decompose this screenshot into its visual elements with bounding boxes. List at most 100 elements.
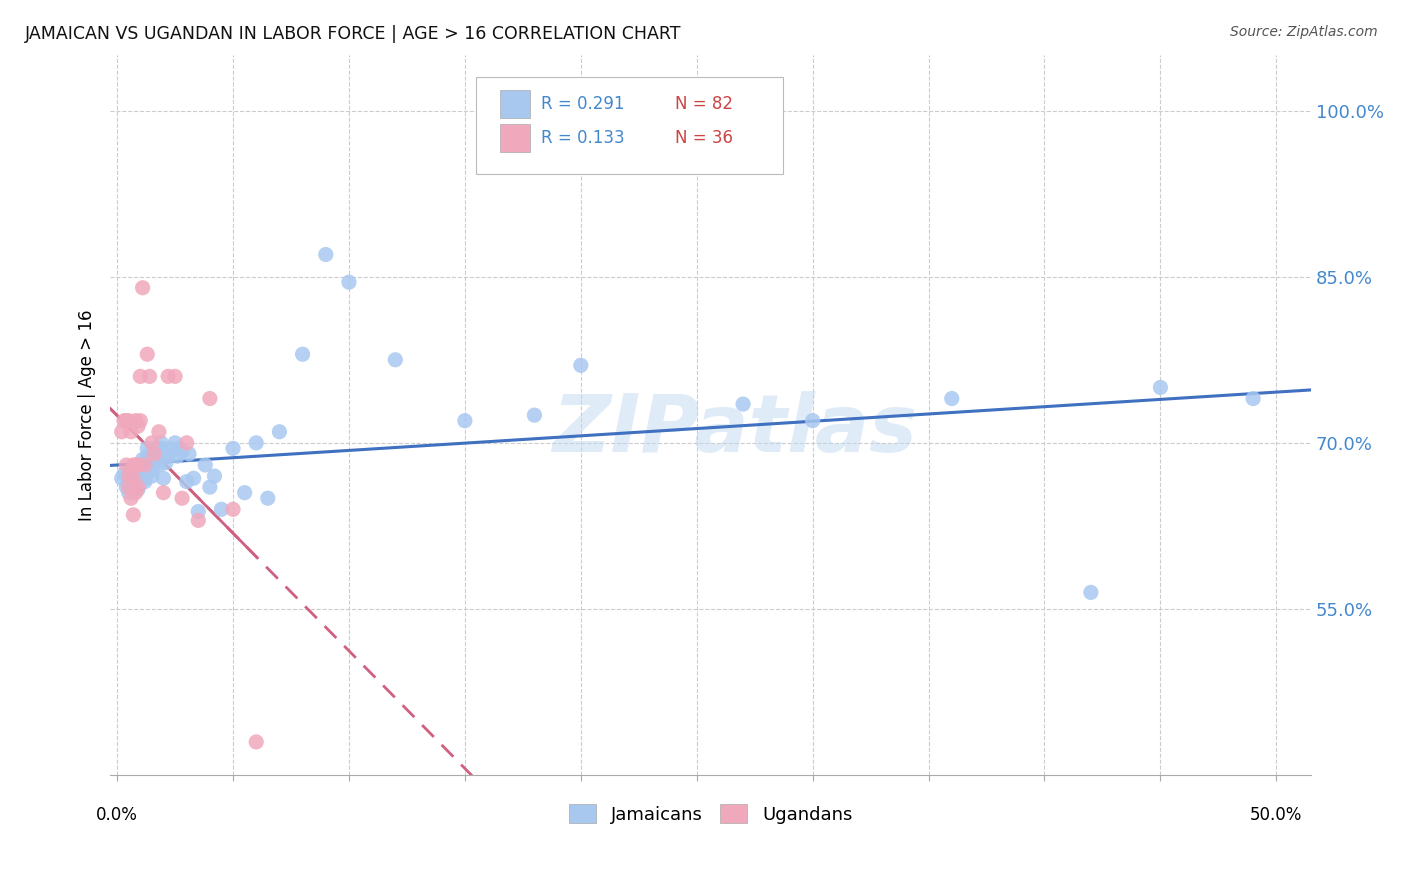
Point <box>129 464 152 478</box>
Point <box>120 469 142 483</box>
Point <box>118 480 141 494</box>
Point <box>111 425 134 439</box>
Point <box>148 449 170 463</box>
Point <box>148 442 170 456</box>
Point <box>112 467 135 481</box>
Point <box>187 504 209 518</box>
Point <box>165 435 187 450</box>
Point <box>222 442 245 456</box>
Point <box>115 458 138 472</box>
Point <box>115 414 138 428</box>
Point <box>122 508 145 522</box>
Point <box>131 281 153 295</box>
Point <box>124 460 146 475</box>
Point <box>256 491 278 506</box>
Point <box>291 347 314 361</box>
Text: 0.0%: 0.0% <box>96 806 138 824</box>
Point <box>148 458 170 472</box>
Point <box>122 480 145 494</box>
Point <box>245 435 267 450</box>
Y-axis label: In Labor Force | Age > 16: In Labor Force | Age > 16 <box>79 310 96 521</box>
Point <box>138 458 160 472</box>
Text: N = 36: N = 36 <box>675 129 733 147</box>
Point <box>136 449 159 463</box>
Point <box>124 458 146 472</box>
Point <box>152 471 174 485</box>
Point <box>129 458 152 472</box>
Point <box>127 419 149 434</box>
Text: N = 82: N = 82 <box>675 95 733 113</box>
Point <box>194 458 217 472</box>
Point <box>124 485 146 500</box>
Point <box>120 425 142 439</box>
Point <box>204 469 226 483</box>
Point <box>127 469 149 483</box>
Point <box>136 442 159 456</box>
Point <box>150 449 173 463</box>
Text: ZIPatlas: ZIPatlas <box>553 391 917 468</box>
Point <box>198 392 221 406</box>
Point <box>141 435 163 450</box>
Point <box>138 369 160 384</box>
Point <box>145 442 167 456</box>
Point <box>129 475 152 489</box>
Point <box>143 456 166 470</box>
FancyBboxPatch shape <box>501 90 530 118</box>
Point <box>1149 380 1171 394</box>
Point <box>138 452 160 467</box>
Point <box>801 414 824 428</box>
Point <box>198 480 221 494</box>
Point <box>155 456 177 470</box>
Point <box>124 471 146 485</box>
Point <box>112 414 135 428</box>
Point <box>169 442 191 456</box>
Point <box>122 471 145 485</box>
Point <box>118 469 141 483</box>
Point <box>159 442 181 456</box>
Point <box>170 444 193 458</box>
Text: Source: ZipAtlas.com: Source: ZipAtlas.com <box>1230 25 1378 39</box>
Point <box>384 352 406 367</box>
Point <box>120 478 142 492</box>
Point <box>176 475 198 489</box>
Point <box>118 471 141 485</box>
Point <box>127 458 149 472</box>
Point <box>166 449 188 463</box>
Point <box>141 469 163 483</box>
Point <box>118 485 141 500</box>
Point <box>183 471 205 485</box>
Point <box>170 491 193 506</box>
Point <box>122 471 145 485</box>
Point <box>118 480 141 494</box>
Text: JAMAICAN VS UGANDAN IN LABOR FORCE | AGE > 16 CORRELATION CHART: JAMAICAN VS UGANDAN IN LABOR FORCE | AGE… <box>25 25 682 43</box>
Point <box>152 485 174 500</box>
Point <box>150 435 173 450</box>
Point <box>131 452 153 467</box>
Point <box>187 513 209 527</box>
Point <box>315 247 337 261</box>
Point <box>134 460 156 475</box>
Point <box>209 502 232 516</box>
Point <box>454 414 477 428</box>
Text: 50.0%: 50.0% <box>1250 806 1302 824</box>
Point <box>269 425 291 439</box>
Point <box>569 359 592 373</box>
Point <box>120 464 142 478</box>
Point <box>222 502 245 516</box>
Point <box>127 480 149 494</box>
Point <box>337 275 360 289</box>
Point <box>165 369 187 384</box>
Point <box>1241 392 1264 406</box>
Point <box>127 475 149 489</box>
Point <box>127 483 149 497</box>
Point <box>122 464 145 478</box>
Point <box>134 458 156 472</box>
FancyBboxPatch shape <box>501 124 530 152</box>
Point <box>150 442 173 456</box>
Point <box>245 735 267 749</box>
Point <box>941 392 963 406</box>
Point <box>131 467 153 481</box>
Point <box>1080 585 1102 599</box>
Point <box>134 475 156 489</box>
Point <box>129 414 152 428</box>
